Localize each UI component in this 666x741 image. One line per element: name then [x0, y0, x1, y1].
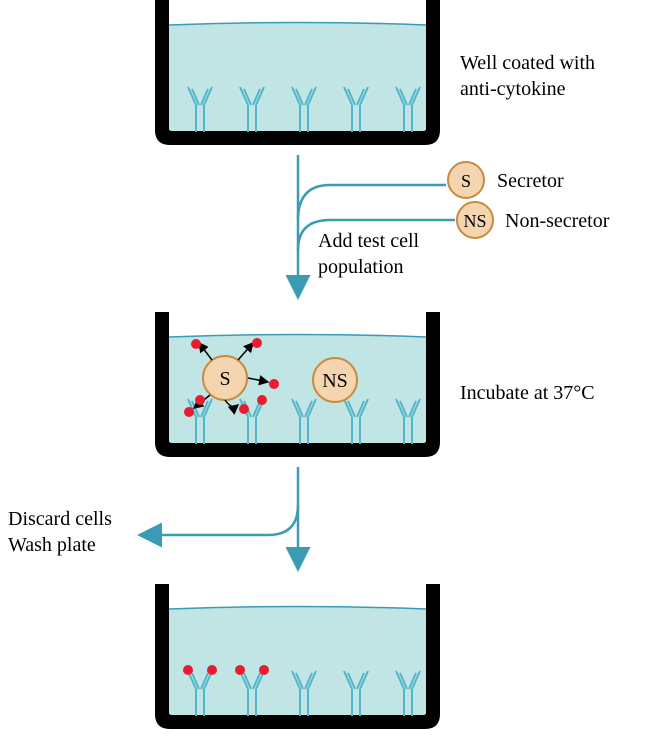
- legend-s-cell: S: [448, 162, 484, 198]
- label-secretor: Secretor: [497, 168, 564, 194]
- legend-ns-cell: NS: [457, 202, 493, 238]
- svg-text:NS: NS: [463, 211, 486, 231]
- discard-branch: [142, 505, 298, 535]
- well-3: [155, 584, 440, 729]
- label-discard: Discard cells Wash plate: [8, 506, 112, 558]
- well-1: [155, 0, 440, 145]
- well-2: [155, 312, 440, 457]
- cell-ns-in-well: NS: [313, 358, 357, 402]
- label-incubate: Incubate at 37°C: [460, 380, 595, 406]
- svg-text:S: S: [219, 368, 230, 390]
- merge-curve: [298, 185, 446, 220]
- svg-text:S: S: [461, 171, 471, 191]
- svg-text:NS: NS: [322, 370, 348, 392]
- label-add-cells: Add test cell population: [318, 228, 419, 280]
- label-non-secretor: Non-secretor: [505, 208, 609, 234]
- label-well-coated: Well coated with anti-cytokine: [460, 50, 595, 102]
